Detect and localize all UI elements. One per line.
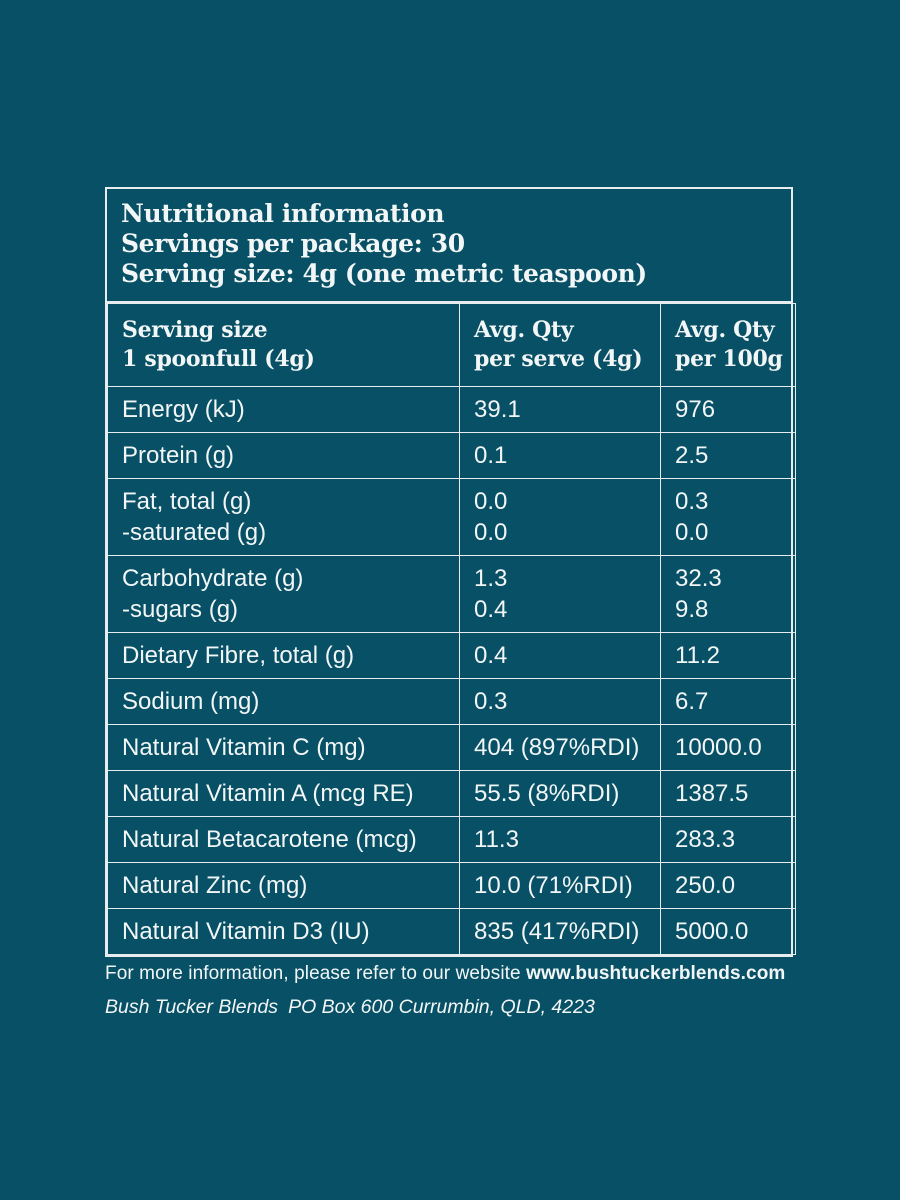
table-row: Natural Betacarotene (mcg) 11.3 283.3 [107, 816, 796, 863]
table-row: Carbohydrate (g) -sugars (g) 1.3 0.4 32.3 9.8 [107, 555, 796, 633]
panel-title: Nutritional information [121, 199, 445, 228]
cell-label: Fat, total (g) -saturated (g) [107, 478, 460, 556]
cell-label: Natural Zinc (mg) [107, 862, 460, 909]
cell-per-serve: 0.3 [459, 678, 661, 725]
cell-label: Carbohydrate (g) -sugars (g) [107, 555, 460, 633]
cell-per-100g: 10000.0 [660, 724, 796, 771]
cell-per-serve: 39.1 [459, 386, 661, 433]
table-header-row: Serving size 1 spoonfull (4g) Avg. Qty p… [107, 303, 796, 387]
cell-label: Protein (g) [107, 432, 460, 479]
cell-label: Natural Vitamin A (mcg RE) [107, 770, 460, 817]
panel-title-block: Nutritional information Servings per pac… [107, 189, 791, 303]
cell-per-100g: 0.3 0.0 [660, 478, 796, 556]
cell-per-100g: 6.7 [660, 678, 796, 725]
cell-per-serve: 10.0 (71%RDI) [459, 862, 661, 909]
cell-per-serve: 835 (417%RDI) [459, 908, 661, 955]
footer-info-line: For more information, please refer to ou… [105, 962, 805, 986]
cell-per-100g: 250.0 [660, 862, 796, 909]
table-row: Sodium (mg) 0.3 6.7 [107, 678, 796, 725]
col-header-serving-size-line2: 1 spoonfull (4g) [122, 346, 315, 372]
cell-label: Natural Vitamin D3 (IU) [107, 908, 460, 955]
cell-per-serve: 11.3 [459, 816, 661, 863]
cell-per-serve: 404 (897%RDI) [459, 724, 661, 771]
footer-info-text: For more information, please refer to ou… [105, 963, 521, 984]
col-header-per-serve: Avg. Qty per serve (4g) [459, 303, 661, 387]
nutrition-table: Serving size 1 spoonfull (4g) Avg. Qty p… [107, 303, 796, 955]
website-text: www.bushtuckerblends.com [526, 963, 786, 984]
footer: For more information, please refer to ou… [105, 962, 805, 1019]
cell-label: Sodium (mg) [107, 678, 460, 725]
table-row: Natural Vitamin C (mg) 404 (897%RDI) 10000… [107, 724, 796, 771]
col-header-per-serve-line2: per serve (4g) [474, 346, 643, 372]
table-row: Dietary Fibre, total (g) 0.4 11.2 [107, 632, 796, 679]
nutrition-table-body: Energy (kJ) 39.1 976 Protein (g) 0.1 2.5 Fat, … [107, 386, 796, 955]
nutrition-panel: Nutritional information Servings per pac… [105, 187, 796, 957]
table-row: Natural Zinc (mg) 10.0 (71%RDI) 250.0 [107, 862, 796, 909]
col-header-per-serve-line1: Avg. Qty [474, 317, 574, 343]
footer-address-line: Bush Tucker Blends PO Box 600 Currumbin, … [105, 995, 805, 1019]
table-row: Natural Vitamin D3 (IU) 835 (417%RDI) 5000… [107, 908, 796, 955]
cell-per-serve: 1.3 0.4 [459, 555, 661, 633]
table-row: Natural Vitamin A (mcg RE) 55.5 (8%RDI) 13… [107, 770, 796, 817]
cell-per-100g: 283.3 [660, 816, 796, 863]
col-header-per-100g-line1: Avg. Qty [675, 317, 775, 343]
cell-per-100g: 5000.0 [660, 908, 796, 955]
table-row: Fat, total (g) -saturated (g) 0.0 0.0 0.3 0.0 [107, 478, 796, 556]
serving-size: Serving size: 4g (one metric teaspoon) [121, 259, 647, 288]
cell-label: Dietary Fibre, total (g) [107, 632, 460, 679]
col-header-serving-size: Serving size 1 spoonfull (4g) [107, 303, 460, 387]
col-header-per-100g-line2: per 100g [675, 346, 783, 372]
table-row: Energy (kJ) 39.1 976 [107, 386, 796, 433]
cell-per-100g: 11.2 [660, 632, 796, 679]
cell-per-serve: 0.1 [459, 432, 661, 479]
cell-per-100g: 2.5 [660, 432, 796, 479]
cell-per-100g: 976 [660, 386, 796, 433]
cell-per-100g: 32.3 9.8 [660, 555, 796, 633]
cell-per-serve: 0.4 [459, 632, 661, 679]
company-address: PO Box 600 Currumbin, QLD, 4223 [288, 996, 595, 1018]
table-row: Protein (g) 0.1 2.5 [107, 432, 796, 479]
cell-label: Natural Vitamin C (mg) [107, 724, 460, 771]
cell-label: Energy (kJ) [107, 386, 460, 433]
servings-per-package: Servings per package: 30 [121, 229, 465, 258]
col-header-serving-size-line1: Serving size [122, 317, 268, 343]
col-header-per-100g: Avg. Qty per 100g [660, 303, 796, 387]
cell-per-100g: 1387.5 [660, 770, 796, 817]
cell-label: Natural Betacarotene (mcg) [107, 816, 460, 863]
cell-per-serve: 0.0 0.0 [459, 478, 661, 556]
company-name: Bush Tucker Blends [105, 996, 279, 1018]
cell-per-serve: 55.5 (8%RDI) [459, 770, 661, 817]
